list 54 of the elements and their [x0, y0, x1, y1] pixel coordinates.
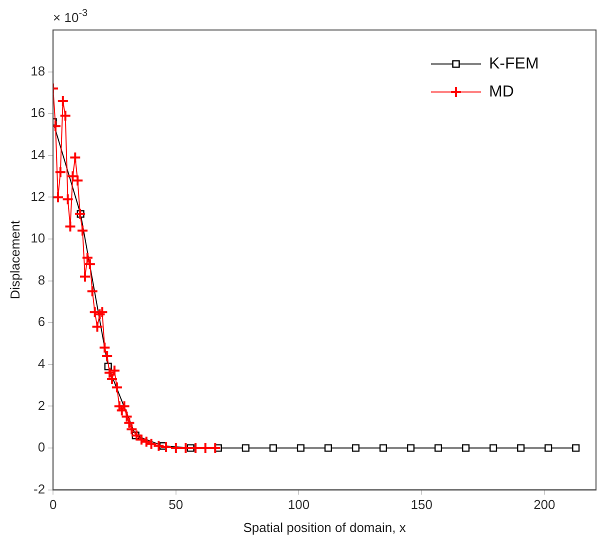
point: [53, 191, 64, 204]
point: [74, 208, 86, 220]
x-tick-label: 150: [410, 497, 432, 512]
y-axis-title: Displacement: [7, 220, 22, 300]
x-tick-label: 100: [288, 497, 310, 512]
y-tick-label: 6: [38, 314, 46, 330]
y-tick-label: 12: [30, 188, 46, 204]
y-tick-label: 8: [38, 272, 46, 288]
point: [406, 444, 415, 452]
point: [242, 444, 250, 452]
point: [64, 220, 76, 232]
y-tick-label: 10: [30, 230, 46, 246]
point: [296, 444, 304, 452]
point: [79, 270, 91, 283]
x-tick-label: 0: [49, 497, 57, 512]
point: [98, 342, 111, 354]
legend-label: MD: [489, 83, 514, 100]
point: [69, 151, 82, 164]
point: [434, 444, 442, 452]
point: [209, 442, 222, 454]
x-tick-label: 200: [534, 497, 556, 512]
point: [54, 166, 66, 178]
y-tick-label: 14: [30, 146, 46, 162]
point: [59, 110, 72, 122]
point: [170, 442, 182, 454]
y-tick-label: 16: [30, 105, 46, 120]
y-tick-label: 0: [38, 440, 46, 455]
point: [56, 95, 69, 108]
x-axis-title: Spatial position of domain, x: [243, 520, 406, 535]
point: [462, 444, 470, 452]
point: [199, 442, 212, 454]
point: [269, 444, 277, 452]
point: [62, 193, 74, 206]
x-tick-label: 50: [168, 497, 184, 512]
point: [352, 444, 360, 452]
point: [180, 442, 192, 454]
point: [190, 442, 202, 454]
point: [76, 224, 89, 237]
point: [572, 444, 580, 452]
point: [160, 440, 172, 453]
y-tick-label: 4: [38, 356, 46, 371]
point: [324, 444, 332, 452]
point: [490, 444, 498, 452]
point: [96, 306, 108, 318]
point: [91, 320, 104, 333]
y-tick-label: -2: [33, 481, 46, 496]
point: [86, 285, 98, 298]
y-tick-label: 18: [30, 63, 46, 78]
point: [517, 444, 525, 452]
y-tick-label: 2: [38, 398, 46, 413]
point: [379, 444, 388, 452]
legend-label: K-FEM: [489, 55, 539, 72]
point: [544, 444, 552, 452]
point: [101, 350, 114, 362]
